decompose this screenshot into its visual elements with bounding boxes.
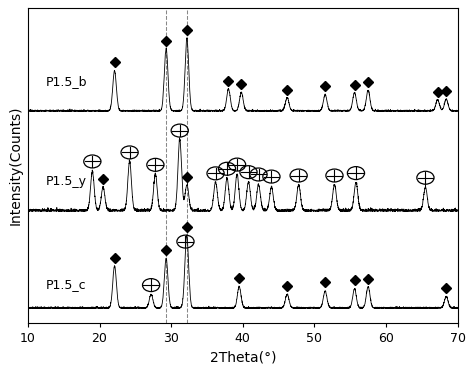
Text: P1.5_c: P1.5_c [46,278,86,291]
Y-axis label: Intensity(Counts): Intensity(Counts) [9,106,22,225]
X-axis label: 2Theta(°): 2Theta(°) [210,351,276,365]
Text: P1.5_y: P1.5_y [46,175,87,188]
Text: P1.5_b: P1.5_b [46,75,87,88]
